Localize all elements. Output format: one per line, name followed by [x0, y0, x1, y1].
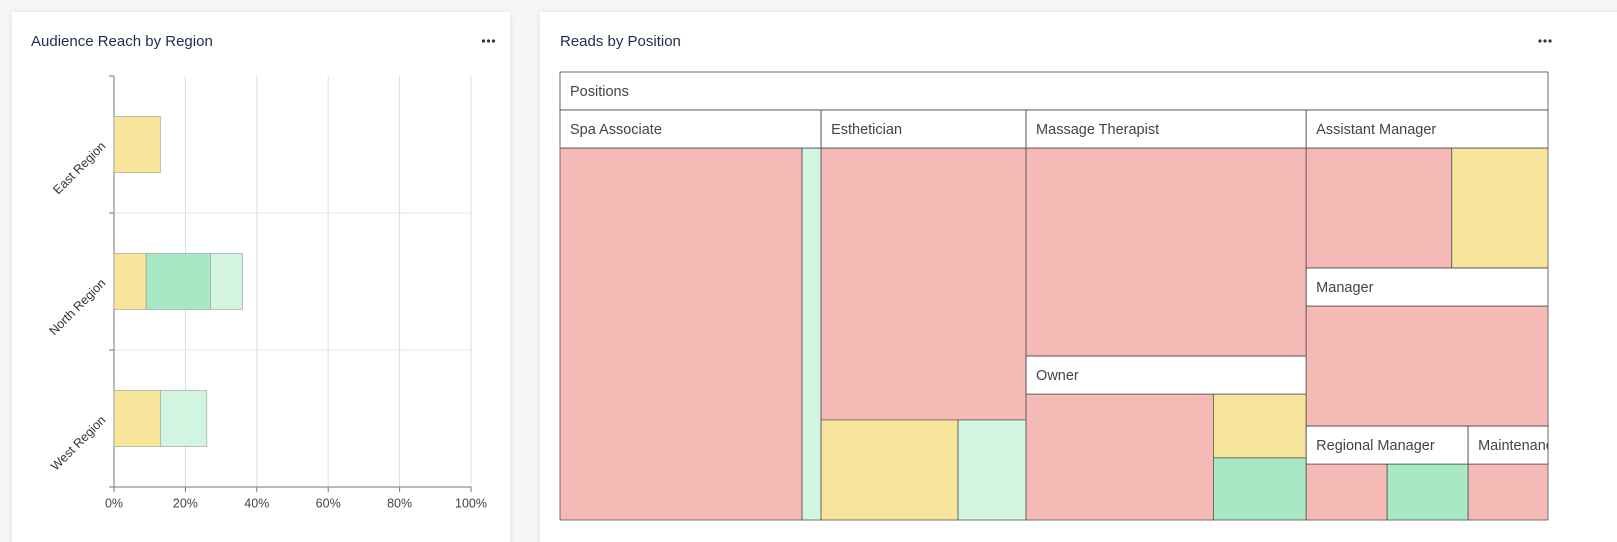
treemap-header [1025, 109, 1307, 149]
treemap-cell [559, 147, 803, 521]
treemap-cell [1305, 147, 1453, 269]
menu-button[interactable] [1538, 39, 1552, 43]
x-tick-label: 20% [173, 496, 198, 510]
treemap-group-label: Massage Therapist [1036, 122, 1159, 138]
bar-segment [113, 390, 161, 447]
treemap-group-label: Maintenance [1478, 438, 1561, 454]
treemap-cell [1213, 457, 1307, 521]
chart-title: Audience Reach by Region [31, 33, 213, 50]
treemap-cell [1305, 305, 1549, 427]
treemap-group-label: Owner [1036, 368, 1079, 384]
treemap-group-label: Regional Manager [1316, 438, 1435, 454]
x-tick-label: 80% [387, 496, 412, 510]
treemap-header [820, 109, 1027, 149]
treemap-cell [1025, 393, 1214, 521]
chart-title: Reads by Position [560, 33, 681, 50]
card [12, 12, 510, 542]
treemap-header [559, 71, 1549, 111]
treemap-cell [957, 419, 1027, 521]
bar-segment [160, 390, 208, 447]
treemap-header [1305, 425, 1469, 465]
treemap-cell [820, 419, 959, 521]
treemap-cell [801, 147, 822, 521]
bar-segment [113, 116, 161, 173]
treemap-cell [1386, 463, 1469, 521]
treemap-group-label: Spa Associate [570, 122, 662, 138]
treemap-cell [1305, 463, 1388, 521]
bar-segment [145, 253, 211, 310]
treemap-group-label: Manager [1316, 280, 1373, 296]
treemap-cell [1451, 147, 1549, 269]
treemap-header [1467, 425, 1549, 465]
x-tick-label: 60% [316, 496, 341, 510]
bar-segment [113, 253, 147, 310]
treemap-root-label: Positions [570, 84, 629, 100]
bar-segment [210, 253, 243, 310]
treemap-group-label: Assistant Manager [1316, 122, 1436, 138]
treemap-header [1305, 267, 1549, 307]
treemap-group-label: Esthetician [831, 122, 902, 138]
treemap-cell [820, 147, 1027, 421]
x-tick-label: 40% [244, 496, 269, 510]
treemap-cell [1467, 463, 1549, 521]
x-tick-label: 0% [105, 496, 123, 510]
treemap-header [559, 109, 822, 149]
menu-button[interactable] [481, 39, 496, 43]
x-tick-label: 100% [455, 496, 487, 510]
treemap-header [1305, 109, 1549, 149]
treemap-header [1025, 355, 1307, 395]
treemap-cell [1025, 147, 1307, 357]
treemap-cell [1213, 393, 1307, 459]
